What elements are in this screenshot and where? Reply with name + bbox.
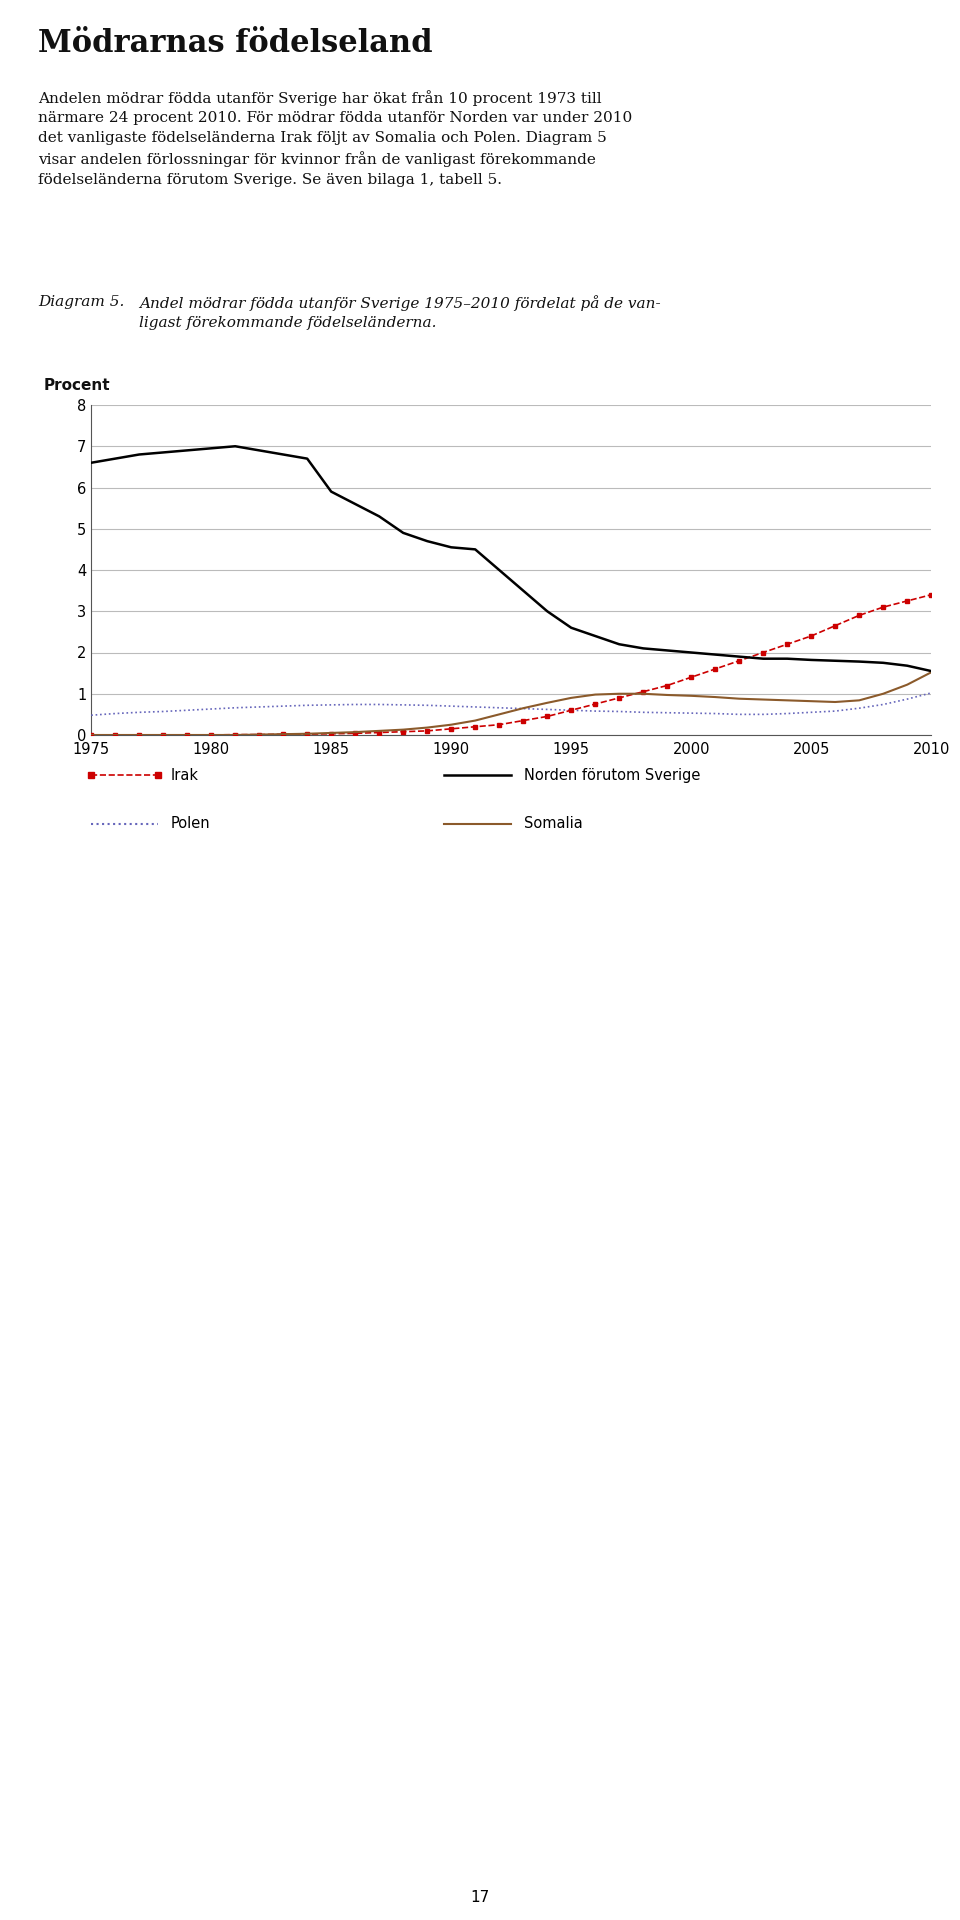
Text: Mödrarnas födelseland: Mödrarnas födelseland	[38, 29, 433, 60]
Text: Procent: Procent	[43, 378, 109, 394]
Text: Andelen mödrar födda utanför Sverige har ökat från 10 procent 1973 till
närmare : Andelen mödrar födda utanför Sverige har…	[38, 90, 633, 186]
Text: 17: 17	[470, 1889, 490, 1905]
Text: Somalia: Somalia	[524, 816, 583, 831]
Text: Norden förutom Sverige: Norden förutom Sverige	[524, 768, 700, 783]
Text: Irak: Irak	[171, 768, 199, 783]
Text: Diagram 5.: Diagram 5.	[38, 296, 125, 309]
Text: Andel mödrar födda utanför Sverige 1975–2010 fördelat på de van-
ligast förekomm: Andel mödrar födda utanför Sverige 1975–…	[139, 296, 660, 330]
Text: Polen: Polen	[171, 816, 210, 831]
